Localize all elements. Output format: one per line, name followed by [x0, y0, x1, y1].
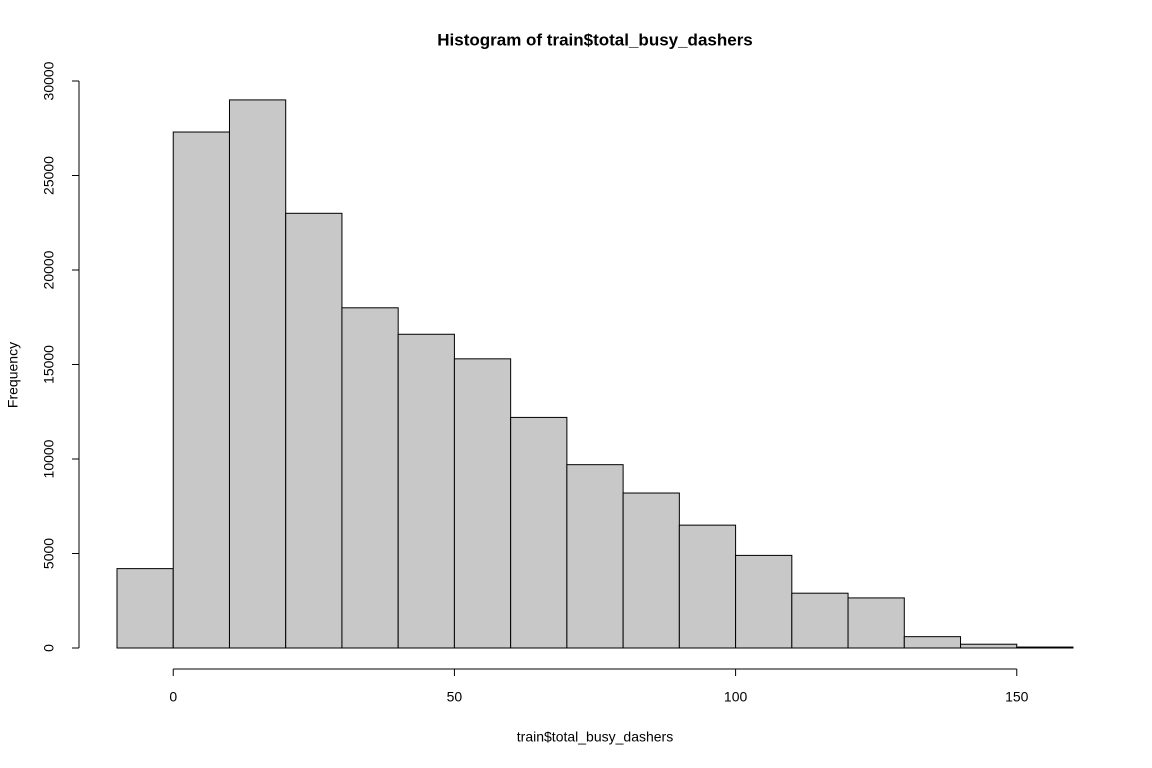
bar — [285, 212, 343, 649]
bar — [510, 416, 568, 649]
x-tick-label: 0 — [169, 689, 177, 705]
x-tick-label: 150 — [1005, 689, 1029, 705]
y-tick-label: 5000 — [41, 538, 57, 569]
bar — [678, 524, 737, 649]
bar — [566, 464, 624, 649]
bar — [228, 99, 287, 649]
y-tick-label: 20000 — [41, 250, 57, 289]
y-tick-label: 15000 — [41, 345, 57, 384]
bar — [116, 568, 174, 649]
bar — [1016, 646, 1074, 649]
y-axis-label: Frequency — [5, 342, 21, 408]
bar — [960, 643, 1018, 649]
bar — [341, 307, 399, 649]
y-tick-label: 10000 — [41, 439, 57, 478]
chart-title: Histogram of train$total_busy_dashers — [437, 30, 753, 49]
y-tick-label: 25000 — [41, 156, 57, 195]
y-tick-label: 30000 — [41, 61, 57, 100]
x-axis-label: train$total_busy_dashers — [517, 729, 673, 745]
bar — [735, 554, 793, 649]
x-tick-label: 100 — [724, 689, 748, 705]
bar — [622, 492, 680, 649]
bar — [791, 592, 849, 649]
bar — [453, 358, 512, 649]
y-tick-label: 0 — [41, 644, 57, 652]
bar — [847, 597, 905, 649]
bar — [172, 131, 230, 649]
bar — [903, 636, 962, 649]
bar — [397, 333, 455, 649]
x-tick-label: 50 — [447, 689, 463, 705]
